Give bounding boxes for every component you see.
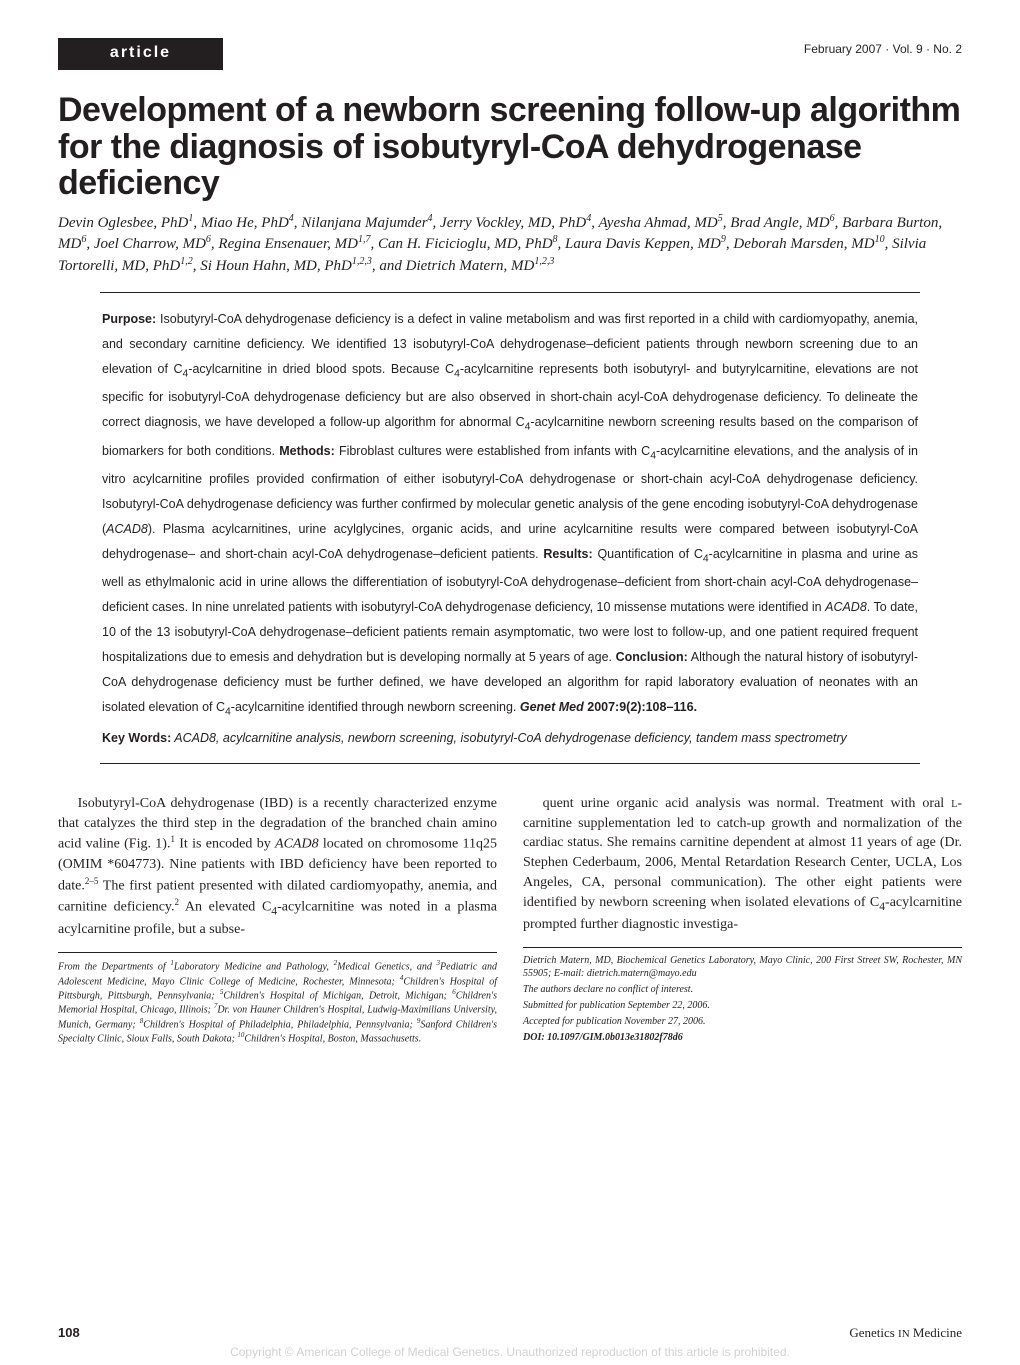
correspondence: Dietrich Matern, MD, Biochemical Genetic… <box>523 954 962 980</box>
affiliations-footnote: From the Departments of 1Laboratory Medi… <box>58 952 497 1045</box>
article-meta-footnote: Dietrich Matern, MD, Biochemical Genetic… <box>523 947 962 1044</box>
issue-info: February 2007 · Vol. 9 · No. 2 <box>804 38 962 56</box>
body-para-right: quent urine organic acid analysis was no… <box>523 794 962 936</box>
article-badge: article <box>58 38 223 70</box>
copyright-notice: Copyright © American College of Medical … <box>0 1345 1020 1359</box>
doi: DOI: 10.1097/GIM.0b013e31802f78d6 <box>523 1031 962 1044</box>
page-number: 108 <box>58 1325 80 1341</box>
article-title: Development of a newborn screening follo… <box>58 92 962 202</box>
conflict-statement: The authors declare no conflict of inter… <box>523 983 962 996</box>
authors-list: Devin Oglesbee, PhD1, Miao He, PhD4, Nil… <box>58 212 962 276</box>
body-column-left: Isobutyryl-CoA dehydrogenase (IBD) is a … <box>58 794 497 1048</box>
body-para-left: Isobutyryl-CoA dehydrogenase (IBD) is a … <box>58 794 497 941</box>
abstract-box: Purpose: Isobutyryl-CoA dehydrogenase de… <box>100 292 920 764</box>
keywords: Key Words: ACAD8, acylcarnitine analysis… <box>102 726 918 751</box>
header-row: article February 2007 · Vol. 9 · No. 2 <box>58 38 962 70</box>
body-columns: Isobutyryl-CoA dehydrogenase (IBD) is a … <box>58 794 962 1048</box>
abstract-text: Purpose: Isobutyryl-CoA dehydrogenase de… <box>102 307 918 724</box>
footer-row: 108 Genetics IN Medicine <box>58 1325 962 1341</box>
journal-name: Genetics IN Medicine <box>849 1325 962 1341</box>
accepted-date: Accepted for publication November 27, 20… <box>523 1015 962 1028</box>
body-column-right: quent urine organic acid analysis was no… <box>523 794 962 1048</box>
submitted-date: Submitted for publication September 22, … <box>523 999 962 1012</box>
